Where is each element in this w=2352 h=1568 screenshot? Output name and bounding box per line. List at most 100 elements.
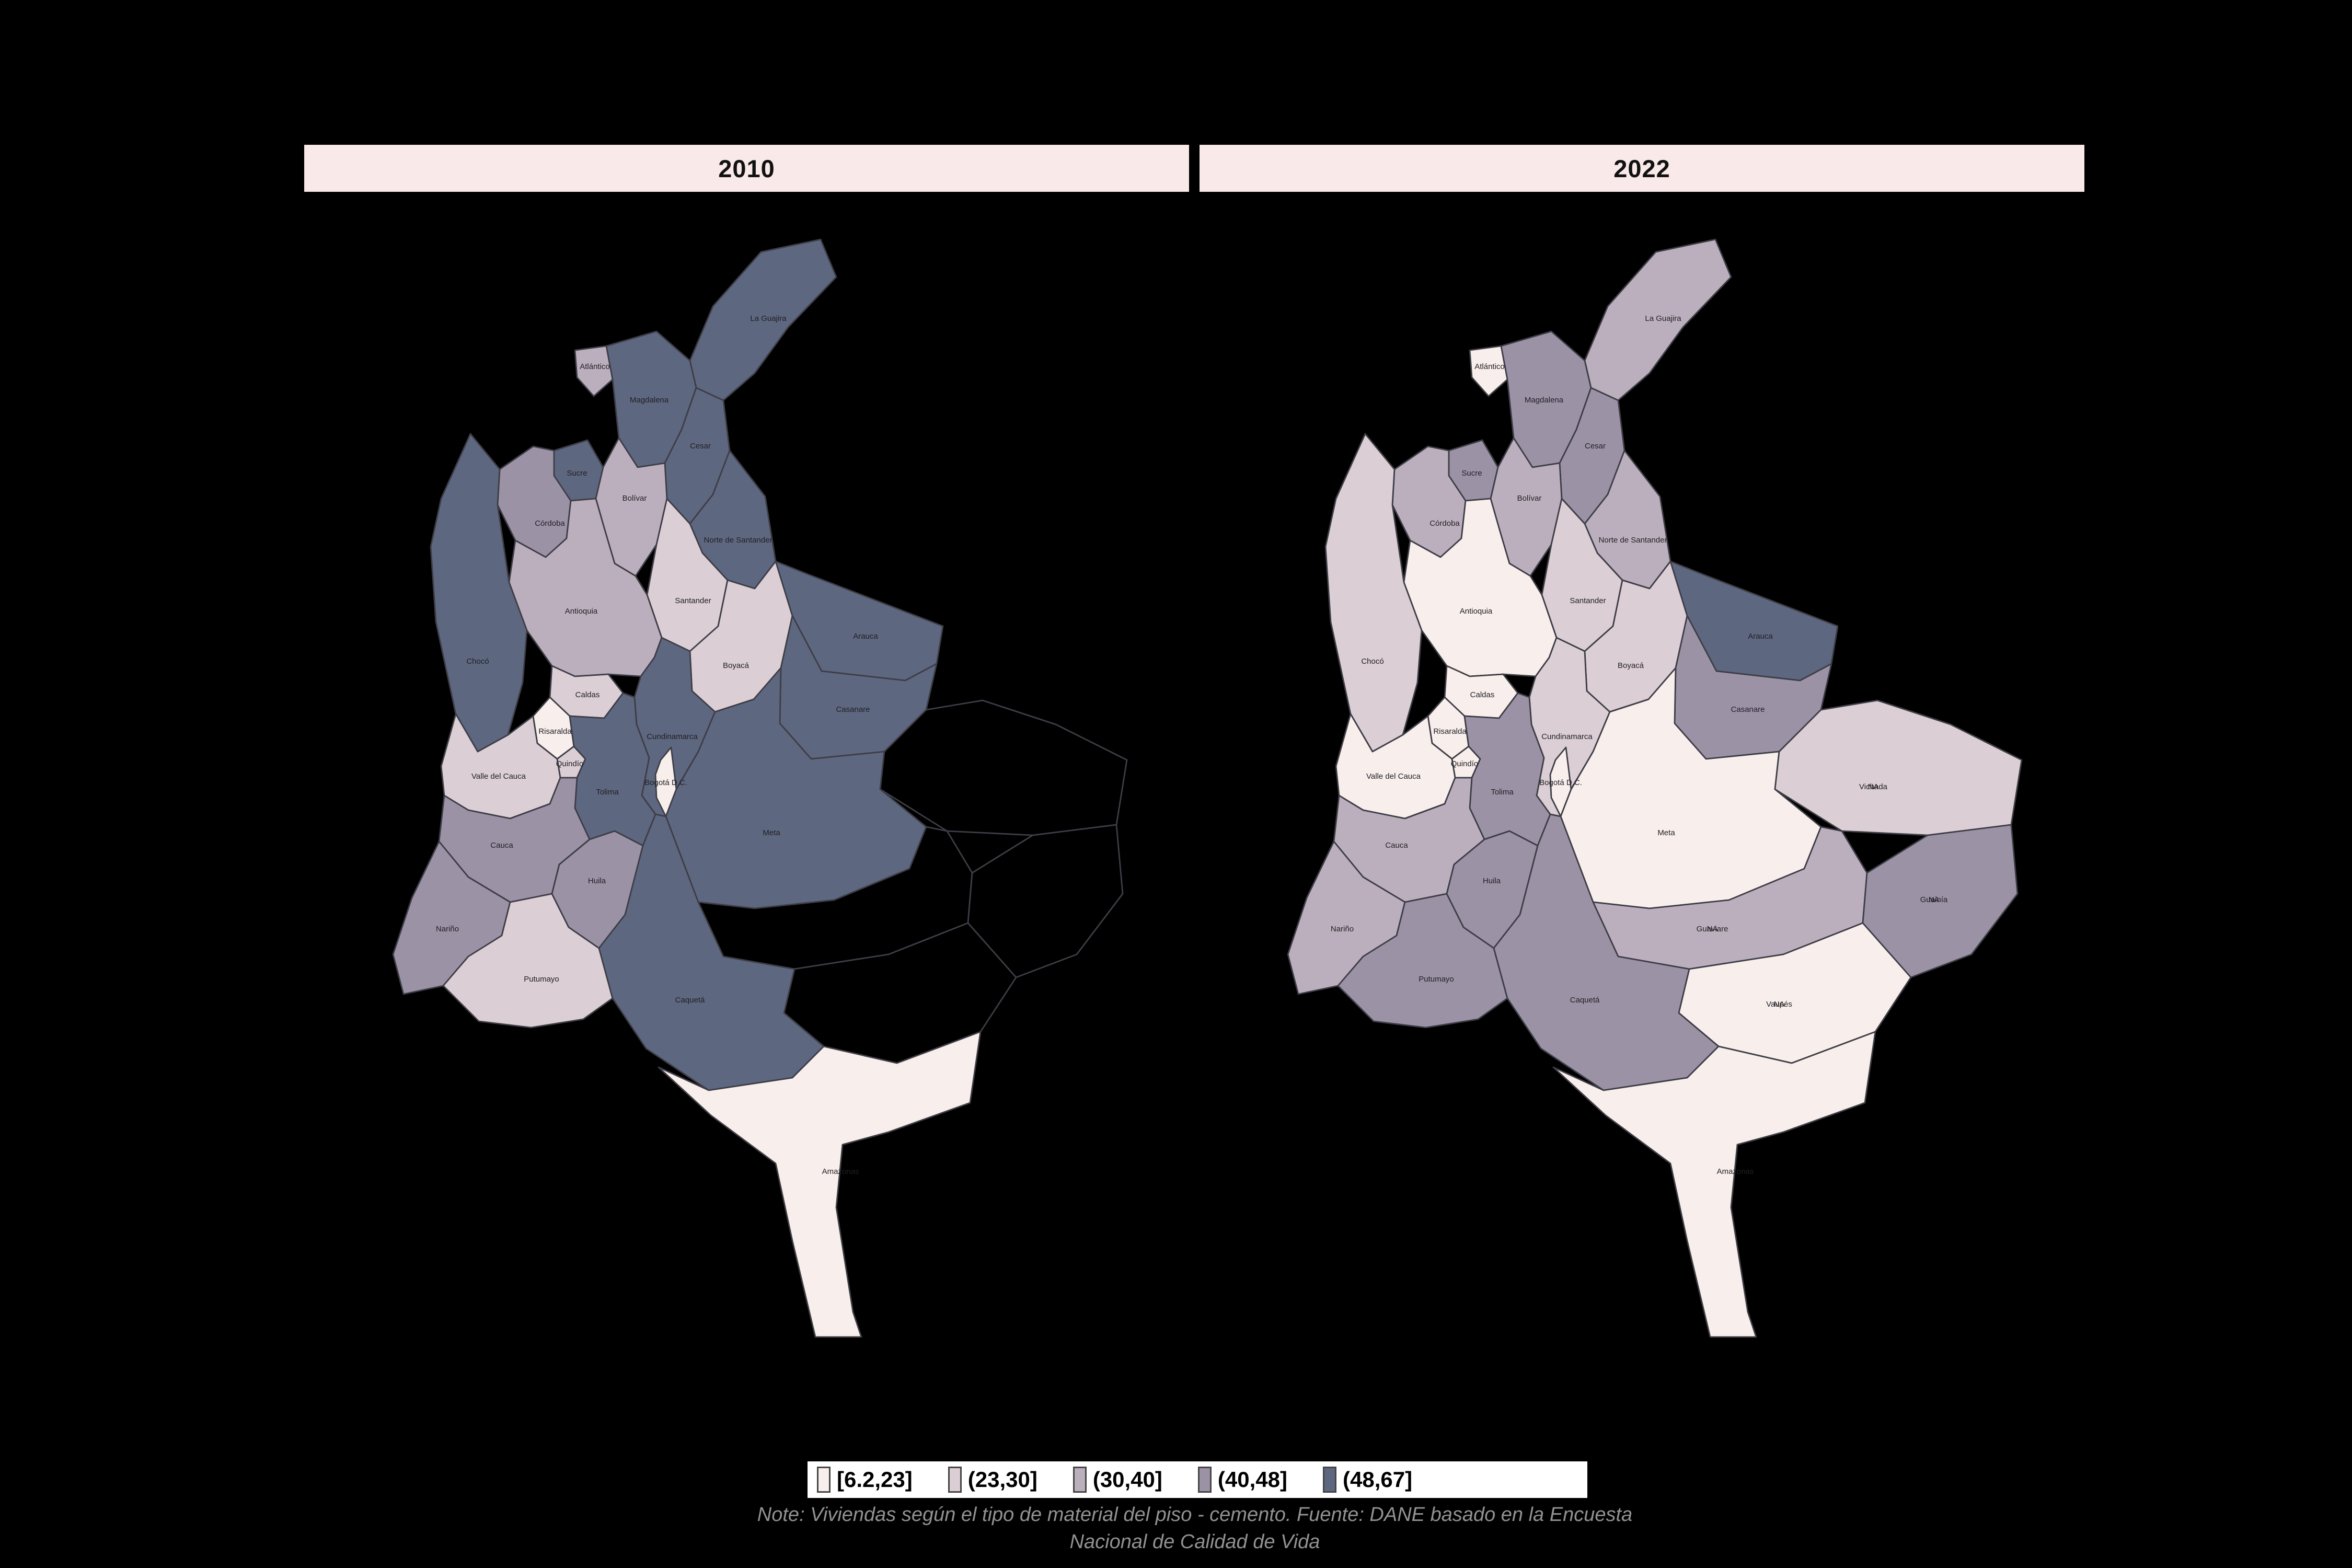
region-vichada-2010 — [879, 699, 1128, 836]
region-label-meta-2022: Meta — [1657, 828, 1675, 837]
region-amazonas-2010 — [658, 1031, 982, 1338]
region-amazonas-2022 — [1552, 1031, 1876, 1338]
region-label-santander-2010: Santander — [675, 596, 711, 605]
region-label-cauca-2022: Cauca — [1385, 841, 1408, 850]
source-note-line1: Note: Viviendas según el tipo de materia… — [757, 1504, 1633, 1526]
region-label-santander-2022: Santander — [1570, 596, 1606, 605]
region-na-label-vaupe-s-2022: NA — [1774, 1000, 1785, 1009]
region-label-choco-2010: Chocó — [466, 657, 489, 666]
region-label-putumayo-2010: Putumayo — [524, 975, 559, 984]
region-caqueta-2010 — [598, 813, 825, 1091]
legend-swatch-bin5 — [1322, 1467, 1336, 1493]
region-label-arauca-2010: Arauca — [853, 632, 878, 641]
region-label-atla-ntico-2022: Atlántico — [1474, 362, 1505, 371]
region-label-huila-2010: Huila — [588, 877, 606, 885]
region-na-label-guaviare-2022: NA — [1707, 925, 1718, 933]
region-label-risaralda-2022: Risaralda — [1433, 727, 1467, 736]
region-label-boyaca-2010: Boyacá — [723, 661, 750, 670]
region-label-vaupe-s-2022: Vaupés — [1766, 1000, 1792, 1009]
region-antioquia-2022 — [1403, 498, 1558, 677]
legend-swatch-bin2 — [948, 1467, 962, 1493]
map-2010: La Guajira Magdalena Atlántico Cesar Sucre Bo… — [392, 238, 1128, 1338]
region-label-casanare-2010: Casanare — [836, 705, 870, 714]
region-label-casanare-2022: Casanare — [1731, 705, 1765, 714]
region-label-cesar-2022: Cesar — [1585, 442, 1606, 451]
region-label-amazonas-2022: Amazonas — [1717, 1167, 1754, 1176]
legend-item: (48,67] — [1322, 1467, 1413, 1493]
legend: [6.2,23] (23,30] (30,40] (40,48] (48,67] — [808, 1461, 1587, 1498]
legend-label-bin2: (23,30] — [967, 1467, 1037, 1492]
region-label-narin-o-2022: Nariño — [1331, 925, 1354, 933]
region-label-co-rdoba-2010: Córdoba — [535, 519, 565, 528]
legend-swatch-bin1 — [817, 1467, 831, 1493]
region-label-risaralda-2010: Risaralda — [538, 727, 572, 736]
region-choco-2010 — [430, 433, 528, 753]
region-na-label-guaini-a-2022: NA — [1929, 895, 1940, 904]
region-label-antioquia-2022: Antioquia — [1460, 607, 1493, 616]
region-label-norte-de-santander-2022: Norte de Santander — [1599, 536, 1667, 545]
region-label-bogota-d-c-2022: Bogotá D.C. — [1539, 778, 1582, 787]
region-label-boli-var-2022: Bolívar — [1517, 494, 1542, 503]
region-label-caldas-2010: Caldas — [575, 690, 600, 699]
region-label-quindi-o-2010: Quindío — [556, 759, 584, 768]
region-label-caqueta-2022: Caquetá — [1570, 996, 1600, 1005]
region-label-cundinamarca-2010: Cundinamarca — [647, 732, 698, 741]
region-label-norte-de-santander-2010: Norte de Santander — [704, 536, 773, 545]
region-label-magdalena-2010: Magdalena — [630, 396, 669, 405]
region-label-magdalena-2022: Magdalena — [1525, 396, 1564, 405]
region-label-co-rdoba-2022: Córdoba — [1429, 519, 1460, 528]
panel-title-2010-text: 2010 — [718, 155, 775, 182]
region-label-narin-o-2010: Nariño — [436, 925, 459, 933]
panel-title-2022-text: 2022 — [1613, 155, 1670, 182]
legend-label-bin5: (48,67] — [1342, 1467, 1413, 1492]
region-label-caqueta-2010: Caquetá — [675, 996, 705, 1005]
region-choco-2022 — [1324, 433, 1423, 753]
region-label-arauca-2022: Arauca — [1748, 632, 1773, 641]
source-note: Note: Viviendas según el tipo de materia… — [411, 1501, 1979, 1555]
legend-label-bin1: [6.2,23] — [837, 1467, 913, 1492]
region-label-sucre-2022: Sucre — [1461, 469, 1482, 478]
legend-item: (23,30] — [948, 1467, 1037, 1493]
region-label-guaviare-2022: Guaviare — [1697, 925, 1728, 933]
region-antioquia-2010 — [508, 498, 663, 677]
legend-label-bin4: (40,48] — [1217, 1467, 1287, 1492]
region-vichada-2022 — [1774, 699, 2023, 836]
region-label-tolima-2022: Tolima — [1491, 788, 1514, 797]
legend-item: [6.2,23] — [817, 1467, 913, 1493]
region-label-guaini-a-2022: Guainía — [1920, 895, 1948, 904]
region-label-cundinamarca-2022: Cundinamarca — [1541, 732, 1593, 741]
panel-title-2010: 2010 — [304, 145, 1189, 192]
region-label-choco-2022: Chocó — [1361, 657, 1383, 666]
region-caqueta-2022 — [1493, 813, 1720, 1091]
region-label-valle-del-cauca-2022: Valle del Cauca — [1366, 772, 1421, 781]
region-label-tolima-2010: Tolima — [596, 788, 619, 797]
region-atla-ntico-2022 — [1469, 345, 1508, 397]
region-na-label-vichada-2022: NA — [1868, 782, 1879, 791]
source-note-line2: Nacional de Calidad de Vida — [1069, 1531, 1320, 1553]
region-label-vichada-2022: Vichada — [1859, 782, 1888, 791]
region-label-bogota-d-c-2010: Bogotá D.C. — [644, 778, 687, 787]
region-label-sucre-2010: Sucre — [567, 469, 587, 478]
legend-item: (30,40] — [1073, 1467, 1162, 1493]
region-label-atla-ntico-2010: Atlántico — [580, 362, 610, 371]
legend-swatch-bin4 — [1197, 1467, 1212, 1493]
region-label-meta-2010: Meta — [763, 828, 780, 837]
region-label-la-guajira-2010: La Guajira — [750, 314, 787, 323]
panel-title-2022: 2022 — [1200, 145, 2084, 192]
legend-item: (40,48] — [1197, 1467, 1287, 1493]
region-label-boyaca-2022: Boyacá — [1618, 661, 1644, 670]
region-label-amazonas-2010: Amazonas — [822, 1167, 859, 1176]
region-label-cesar-2010: Cesar — [690, 442, 711, 451]
region-label-valle-del-cauca-2010: Valle del Cauca — [471, 772, 526, 781]
region-label-quindi-o-2022: Quindío — [1451, 759, 1479, 768]
region-label-huila-2022: Huila — [1483, 877, 1501, 885]
region-label-caldas-2022: Caldas — [1470, 690, 1495, 699]
legend-swatch-bin3 — [1073, 1467, 1087, 1493]
region-label-boli-var-2010: Bolívar — [622, 494, 647, 503]
legend-label-bin3: (30,40] — [1092, 1467, 1162, 1492]
region-label-antioquia-2010: Antioquia — [565, 607, 598, 616]
map-2022: La Guajira Magdalena Atlántico Cesar Sucre Bo… — [1287, 238, 2023, 1338]
region-label-cauca-2010: Cauca — [490, 841, 513, 850]
region-label-putumayo-2022: Putumayo — [1419, 975, 1454, 984]
